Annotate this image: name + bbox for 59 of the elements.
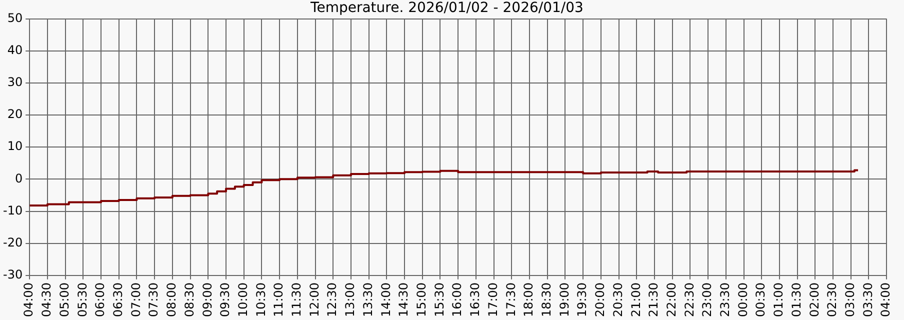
x-tick-label: 06:00 xyxy=(93,282,108,318)
x-tick-label: 22:30 xyxy=(682,282,696,318)
x-tick-label: 20:30 xyxy=(610,282,625,318)
x-tick-label: 12:30 xyxy=(325,282,340,318)
x-tick-label: 08:30 xyxy=(182,282,196,318)
x-tick-label: 06:30 xyxy=(110,282,125,318)
y-tick-label: 40 xyxy=(7,43,23,57)
x-tick-label: 02:30 xyxy=(825,282,840,318)
y-tick-label: 10 xyxy=(7,139,23,154)
x-tick-label: 07:30 xyxy=(146,282,161,318)
x-tick-label: 19:00 xyxy=(557,282,572,318)
x-tick-label: 02:00 xyxy=(807,282,822,318)
x-tick-label: 08:00 xyxy=(164,282,179,318)
x-tick-label: 14:30 xyxy=(396,282,411,318)
x-tick-label: 04:00 xyxy=(22,282,36,318)
x-tick-label: 04:30 xyxy=(40,282,54,318)
x-tick-label: 04:00 xyxy=(878,282,893,318)
x-tick-label: 00:30 xyxy=(754,282,768,318)
y-tick-label: -10 xyxy=(2,203,23,218)
x-tick-label: 21:30 xyxy=(646,282,661,318)
y-tick-label: 50 xyxy=(7,10,23,25)
x-tick-label: 09:00 xyxy=(200,282,214,318)
x-tick-label: 10:00 xyxy=(236,282,250,318)
y-tick-label: -30 xyxy=(2,268,23,282)
x-tick-label: 05:00 xyxy=(57,282,72,318)
x-tick-label: 16:30 xyxy=(468,282,482,318)
x-tick-label: 23:30 xyxy=(718,282,732,318)
x-tick-label: 10:30 xyxy=(254,282,268,318)
x-tick-label: 22:00 xyxy=(664,282,678,318)
x-tick-label: 20:00 xyxy=(593,282,608,318)
x-tick-label: 23:00 xyxy=(700,282,714,318)
x-tick-label: 16:00 xyxy=(450,282,464,318)
x-tick-label: 13:30 xyxy=(360,282,375,318)
x-tick-label: 11:30 xyxy=(290,282,304,318)
y-tick-label: 0 xyxy=(14,171,23,186)
x-tick-label: 21:00 xyxy=(628,282,643,318)
x-tick-label: 18:30 xyxy=(539,282,554,318)
x-tick-label: 17:30 xyxy=(504,282,518,318)
x-tick-label: 09:30 xyxy=(218,282,232,318)
y-tick-label: 30 xyxy=(7,75,23,90)
x-tick-label: 12:00 xyxy=(307,282,322,318)
x-tick-label: 01:00 xyxy=(772,282,786,318)
x-tick-label: 03:00 xyxy=(843,282,858,318)
x-tick-label: 17:00 xyxy=(486,282,500,318)
x-tick-label: 00:00 xyxy=(736,282,750,318)
y-tick-label: 20 xyxy=(7,107,23,122)
x-tick-label: 19:30 xyxy=(575,282,590,318)
x-tick-label: 18:00 xyxy=(522,282,536,318)
y-tick-label: -20 xyxy=(2,235,23,250)
x-tick-label: 05:30 xyxy=(75,282,90,318)
x-tick-label: 13:00 xyxy=(343,282,358,318)
x-tick-label: 11:00 xyxy=(272,282,286,318)
chart-title: Temperature. 2026/01/02 - 2026/01/03 xyxy=(310,0,584,16)
x-tick-label: 03:30 xyxy=(860,282,875,318)
x-tick-label: 15:00 xyxy=(414,282,429,318)
x-tick-label: 01:30 xyxy=(789,282,804,318)
x-tick-label: 15:30 xyxy=(432,282,446,318)
x-tick-label: 07:00 xyxy=(128,282,143,318)
x-tick-label: 14:00 xyxy=(378,282,393,318)
